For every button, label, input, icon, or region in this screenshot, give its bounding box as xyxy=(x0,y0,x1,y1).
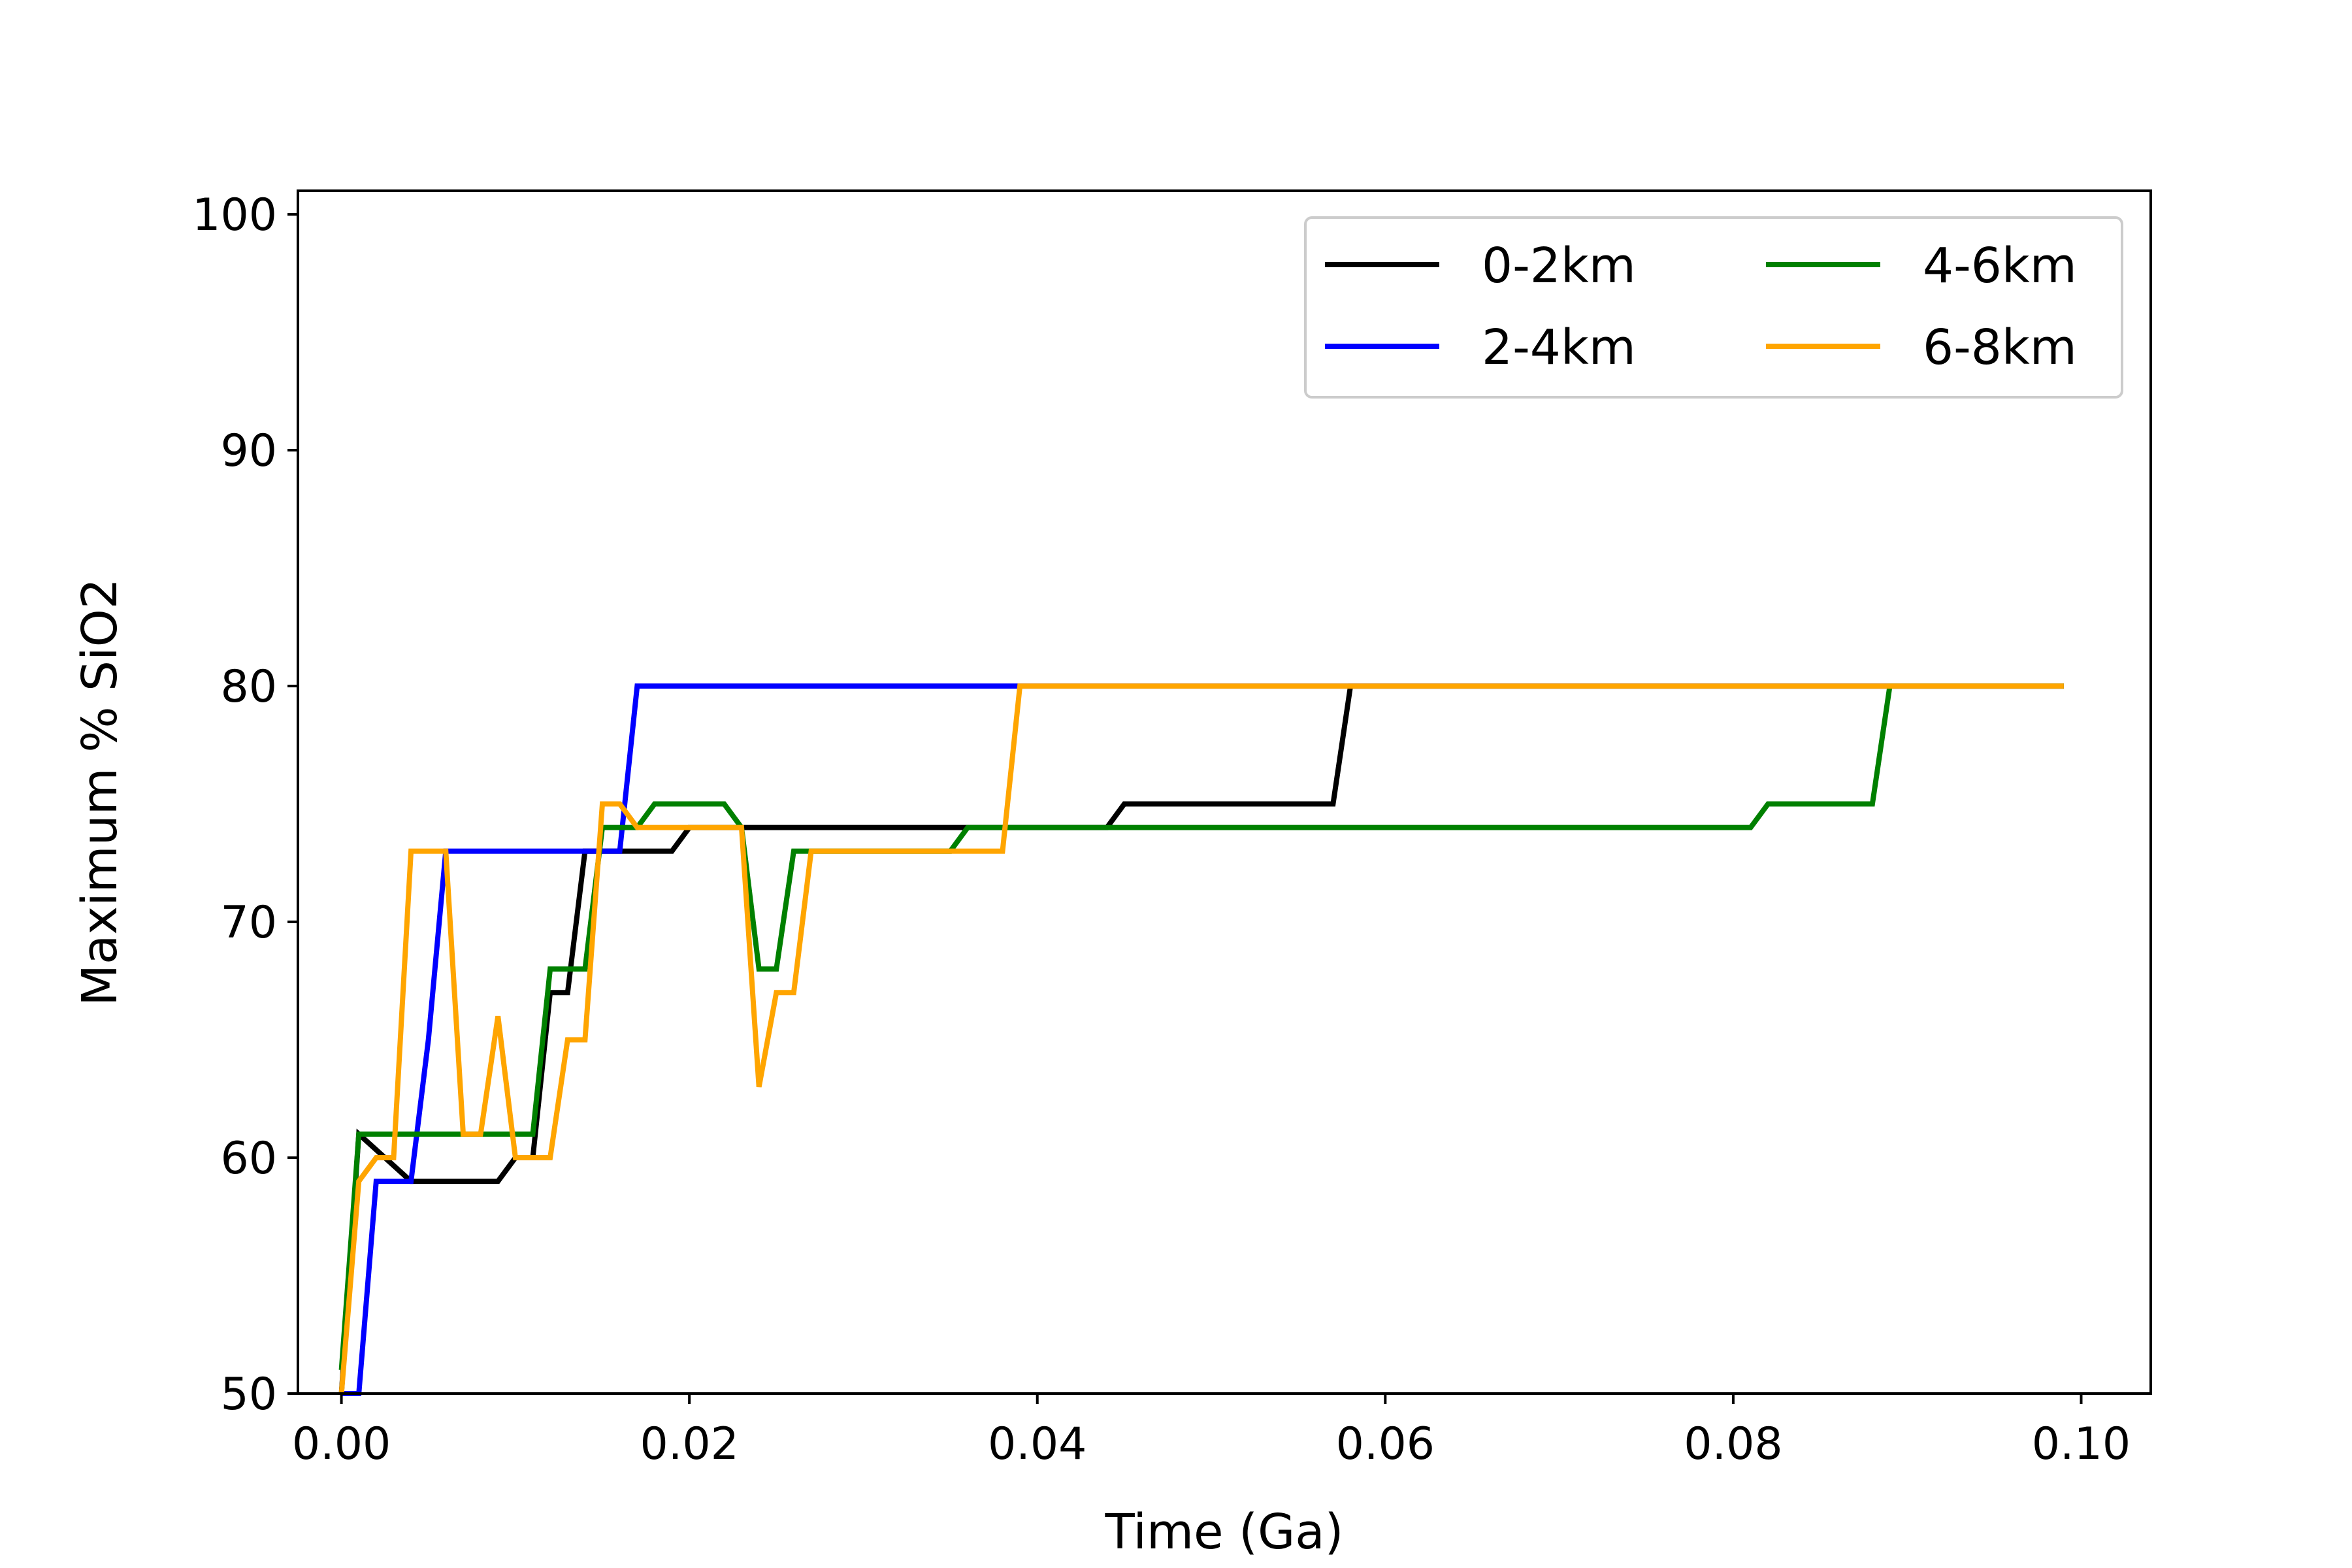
x-tick-label: 0.02 xyxy=(640,1418,738,1470)
legend-box xyxy=(1304,216,2123,399)
legend-label: 6-8km xyxy=(1923,319,2077,376)
x-axis-title: Time (Ga) xyxy=(1104,1504,1343,1560)
legend-label: 4-6km xyxy=(1923,238,2077,294)
y-tick-label: 90 xyxy=(220,425,277,477)
legend: 0-2km 2-4km 4-6km 6-8km xyxy=(1304,216,2123,399)
x-tick-label: 0.10 xyxy=(2032,1418,2131,1470)
series-line-0-2km xyxy=(338,683,2064,1394)
y-tick-label: 100 xyxy=(192,189,277,241)
plot-area-frame xyxy=(297,189,2152,1395)
series-layer xyxy=(338,683,2064,1396)
x-tick-label: 0.08 xyxy=(1684,1418,1782,1470)
y-axis-title: Maximum % SiO2 xyxy=(72,578,128,1006)
legend-label: 0-2km xyxy=(1482,238,1636,294)
y-tick-label: 80 xyxy=(220,661,277,713)
series-line-4-6km xyxy=(338,683,2064,1371)
y-tick-label: 70 xyxy=(220,897,277,949)
x-tick-label: 0.04 xyxy=(988,1418,1086,1470)
series-line-2-4km xyxy=(341,683,2064,1396)
y-tick-label: 50 xyxy=(220,1369,277,1420)
x-tick-label: 0.06 xyxy=(1336,1418,1435,1470)
x-tick-label: 0.00 xyxy=(292,1418,391,1470)
x-axis: 0.00 0.02 0.04 0.06 0.08 0.10 xyxy=(292,1394,2131,1470)
y-axis: 50 60 70 80 90 100 xyxy=(192,189,298,1420)
y-tick-label: 60 xyxy=(220,1133,277,1184)
legend-label: 2-4km xyxy=(1482,319,1636,376)
series-line-6-8km xyxy=(338,683,2064,1394)
